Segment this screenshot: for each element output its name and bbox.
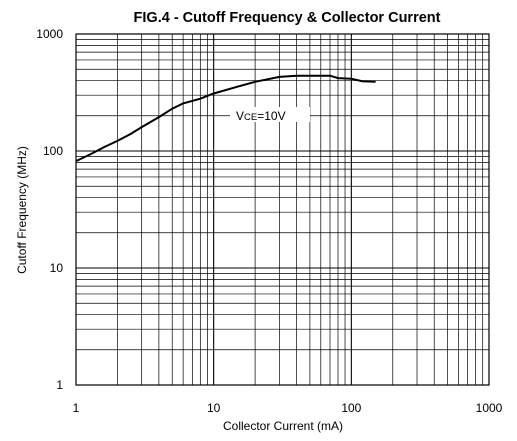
y-tick-label: 1 [56,378,63,392]
x-tick-label: 100 [341,401,361,415]
tick-labels: 1 10 100 1000 1 10 100 1000 [36,27,502,415]
y-tick-label: 100 [43,144,63,158]
vce-annotation: VCE=10V [236,109,286,123]
y-tick-label: 1000 [36,27,63,41]
series-line-vce-10v [75,74,376,163]
plot-frame [75,33,490,386]
x-axis-label: Collector Current (mA) [223,419,343,433]
chart-grid [76,34,489,385]
y-tick-label: 10 [50,261,64,275]
annotation-background [230,107,310,122]
chart-title: FIG.4 - Cutoff Frequency & Collector Cur… [134,10,441,26]
x-tick-label: 1000 [476,401,503,415]
x-tick-label: 10 [207,401,221,415]
x-tick-label: 1 [73,401,80,415]
y-axis-label: Cutoff Frequency (MHz) [15,146,29,274]
